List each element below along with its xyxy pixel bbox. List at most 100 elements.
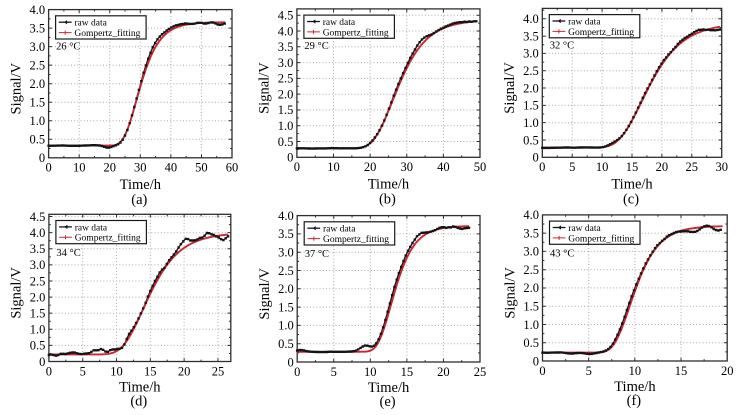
svg-text:1.5: 1.5 [278,103,294,117]
svg-text:0: 0 [533,151,539,165]
svg-text:1.5: 1.5 [30,307,46,321]
svg-text:0.5: 0.5 [523,133,539,147]
svg-text:3.5: 3.5 [29,21,45,35]
svg-text:1.0: 1.0 [523,116,539,130]
svg-text:raw data: raw data [323,225,356,235]
svg-text:1.5: 1.5 [278,300,294,314]
svg-text:3.5: 3.5 [523,227,539,241]
svg-text:3.5: 3.5 [523,29,539,43]
svg-text:4.0: 4.0 [278,24,294,38]
svg-text:29 °C: 29 °C [304,41,328,52]
svg-text:Signal/V: Signal/V [257,267,273,319]
svg-text:Gompertz_fitting: Gompertz_fitting [75,233,141,244]
svg-text:20: 20 [721,364,734,378]
svg-text:(a): (a) [131,192,147,208]
svg-text:4.5: 4.5 [30,210,46,224]
svg-text:0.5: 0.5 [278,135,294,149]
svg-text:Time/h: Time/h [614,379,656,395]
svg-text:4.0: 4.0 [278,209,294,223]
svg-text:(f): (f) [627,393,642,409]
svg-text:raw data: raw data [75,223,108,233]
svg-text:2.5: 2.5 [278,72,294,86]
svg-text:4.0: 4.0 [523,208,539,222]
svg-text:Signal/V: Signal/V [257,62,273,114]
svg-text:40: 40 [437,160,450,174]
svg-text:0.5: 0.5 [30,339,46,353]
svg-text:0: 0 [533,354,539,368]
svg-text:1.0: 1.0 [30,323,46,337]
svg-text:5: 5 [586,364,592,378]
svg-text:(b): (b) [379,192,396,208]
svg-text:10: 10 [629,364,642,378]
svg-text:2.5: 2.5 [29,59,45,73]
svg-text:2.5: 2.5 [523,263,539,277]
svg-text:37 °C: 37 °C [305,249,329,260]
svg-text:4.0: 4.0 [29,3,45,17]
svg-text:10: 10 [110,364,123,378]
svg-text:0.5: 0.5 [29,133,45,147]
svg-text:10: 10 [73,161,86,175]
svg-text:50: 50 [474,160,487,174]
svg-text:Time/h: Time/h [611,176,653,192]
svg-text:26 °C: 26 °C [56,42,80,53]
svg-text:raw data: raw data [568,17,601,27]
svg-text:32 °C: 32 °C [550,40,574,51]
svg-text:3.5: 3.5 [30,242,46,256]
svg-text:Gompertz_fitting: Gompertz_fitting [323,234,389,245]
svg-text:1.5: 1.5 [29,96,45,110]
svg-text:0: 0 [287,151,293,165]
svg-text:Gompertz_fitting: Gompertz_fitting [323,27,389,38]
svg-text:0: 0 [539,364,545,378]
svg-text:5: 5 [331,365,337,379]
svg-text:25: 25 [212,364,225,378]
svg-text:3.0: 3.0 [278,56,294,70]
svg-text:Signal/V: Signal/V [9,267,25,319]
svg-text:0: 0 [39,151,45,165]
svg-text:15: 15 [401,365,414,379]
svg-text:3.0: 3.0 [278,246,294,260]
svg-text:0.5: 0.5 [278,337,294,351]
svg-text:Gompertz_fitting: Gompertz_fitting [74,28,140,39]
svg-text:5: 5 [80,364,86,378]
svg-text:(d): (d) [130,394,147,410]
svg-text:5: 5 [569,160,575,174]
svg-text:2.0: 2.0 [278,282,294,296]
svg-text:(c): (c) [623,192,639,208]
svg-text:60: 60 [226,161,239,175]
svg-text:0.5: 0.5 [523,336,539,350]
svg-text:2.0: 2.0 [523,281,539,295]
svg-text:20: 20 [103,161,116,175]
svg-text:raw data: raw data [323,18,356,28]
svg-text:25: 25 [474,365,487,379]
svg-text:3.0: 3.0 [523,47,539,61]
svg-text:20: 20 [364,160,377,174]
svg-text:40: 40 [165,161,178,175]
svg-text:10: 10 [364,365,377,379]
svg-text:3.0: 3.0 [29,40,45,54]
svg-text:Gompertz_fitting: Gompertz_fitting [568,233,634,244]
svg-text:10: 10 [596,160,609,174]
svg-text:0: 0 [287,355,293,369]
svg-text:1.0: 1.0 [278,119,294,133]
svg-text:4.0: 4.0 [523,12,539,26]
svg-text:4.0: 4.0 [30,226,46,240]
svg-text:Signal/V: Signal/V [502,267,518,319]
svg-text:20: 20 [656,160,669,174]
svg-text:20: 20 [437,365,450,379]
svg-text:1.0: 1.0 [523,318,539,332]
svg-text:20: 20 [178,364,191,378]
svg-text:50: 50 [195,161,208,175]
svg-text:15: 15 [675,364,688,378]
svg-text:Time/h: Time/h [368,176,410,192]
svg-text:1.5: 1.5 [523,300,539,314]
svg-text:2.5: 2.5 [278,264,294,278]
svg-text:1.5: 1.5 [523,99,539,113]
svg-text:3.0: 3.0 [523,245,539,259]
svg-text:15: 15 [626,160,639,174]
svg-text:Time/h: Time/h [119,379,161,395]
svg-text:Gompertz_fitting: Gompertz_fitting [568,27,634,38]
svg-text:Signal/V: Signal/V [502,62,518,114]
svg-text:raw data: raw data [568,224,601,234]
svg-text:15: 15 [144,364,157,378]
svg-text:4.5: 4.5 [278,9,294,23]
